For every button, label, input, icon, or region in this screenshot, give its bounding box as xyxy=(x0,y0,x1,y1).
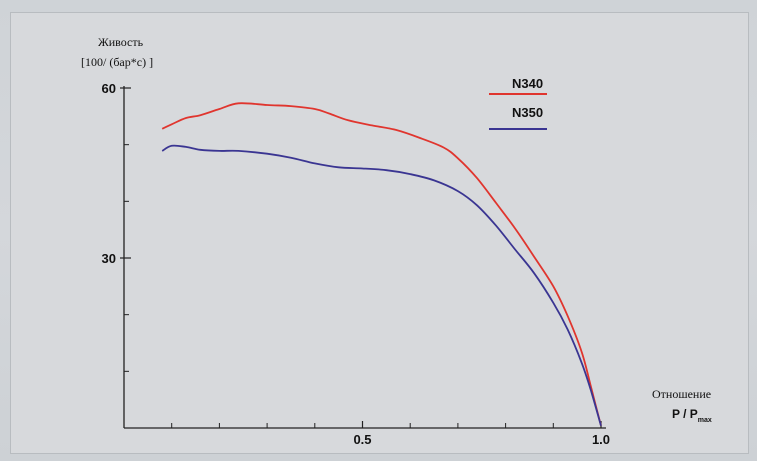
ticks: 0.5 1.0 30 60 xyxy=(102,81,611,447)
legend: N340 N350 xyxy=(489,76,547,130)
x-axis-label-line1: Отношение xyxy=(652,387,711,401)
x-tick-label: 1.0 xyxy=(592,432,610,447)
y-tick-label: 30 xyxy=(102,251,116,266)
y-axis-label-line2: [100/ (бар*с) ] xyxy=(81,55,153,69)
y-tick-label: 60 xyxy=(102,81,116,96)
y-axis-label-line1: Живость xyxy=(98,35,144,49)
legend-label-n340: N340 xyxy=(512,76,543,91)
x-axis-label-line2: P / Pmax xyxy=(672,407,712,424)
x-axis-label-subscript: max xyxy=(698,417,712,424)
legend-label-n350: N350 xyxy=(512,105,543,120)
x-tick-label: 0.5 xyxy=(353,432,371,447)
series-line-n340 xyxy=(161,102,602,426)
chart-panel xyxy=(10,12,749,454)
series-lines xyxy=(161,102,602,426)
series-line-n350 xyxy=(161,144,602,426)
x-axis-label-main: P / P xyxy=(672,407,698,421)
